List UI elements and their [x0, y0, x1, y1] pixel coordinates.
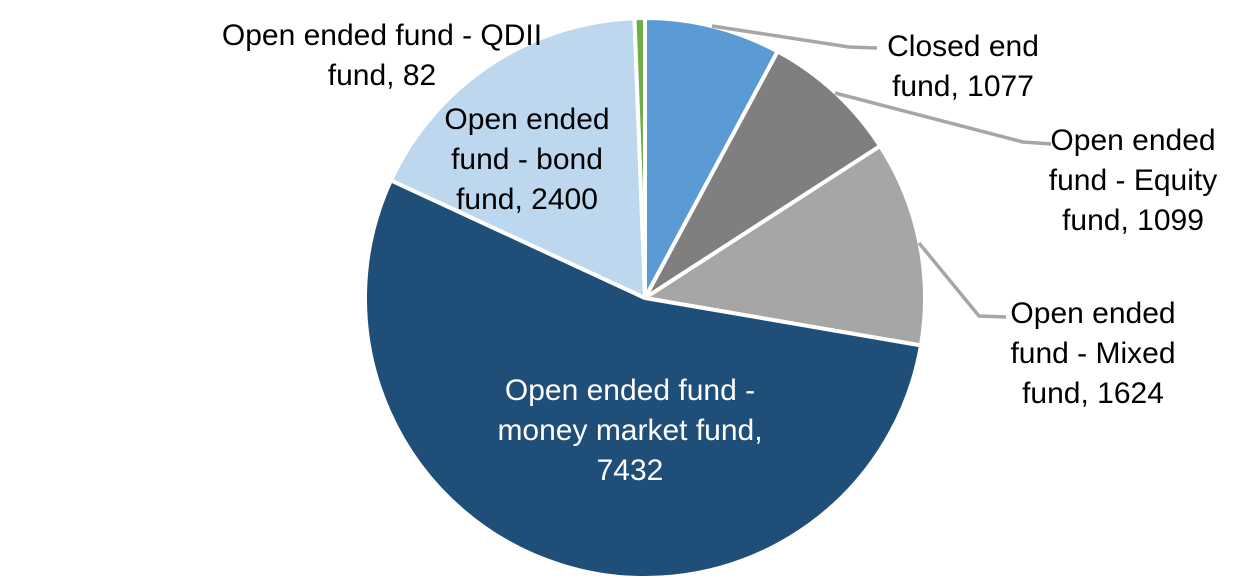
leader-line-closed-end-fund — [711, 24, 878, 50]
label-line: Open ended fund - QDII — [221, 19, 543, 52]
label-line: fund, 1099 — [1062, 204, 1204, 237]
label-line: fund - Mixed — [1010, 337, 1176, 370]
label-line: money market fund, — [497, 414, 763, 447]
label-closed-end-fund: Closed end fund, 1077 — [863, 27, 1063, 107]
pie-slice-open-ended-fund-bond-fund — [388, 16, 647, 300]
label-line: 7432 — [596, 454, 664, 487]
label-line: fund, 1624 — [1022, 377, 1164, 410]
label-line: Open ended — [1050, 124, 1216, 157]
leader-line-open-ended-fund-mixed-fund — [917, 241, 1007, 319]
leader-line-open-ended-fund-equity-fund — [834, 91, 1052, 146]
label-line: fund, 2400 — [456, 183, 598, 216]
pie-slice-open-ended-fund-money-market-fund — [363, 178, 923, 580]
label-line: Open ended — [1010, 297, 1176, 330]
label-line: Open ended — [444, 103, 610, 136]
label-open-ended-fund-qdii: Open ended fund - QDII fund, 82 — [182, 16, 582, 96]
label-open-ended-fund-mixed: Open ended fund - Mixed fund, 1624 — [993, 294, 1193, 414]
label-open-ended-fund-bond: Open ended fund - bond fund, 2400 — [427, 100, 627, 220]
label-open-ended-fund-equity: Open ended fund - Equity fund, 1099 — [1033, 121, 1233, 241]
label-line: Closed end — [887, 30, 1039, 63]
label-open-ended-fund-money-market: Open ended fund - money market fund, 743… — [455, 371, 805, 491]
label-line: fund, 1077 — [892, 70, 1034, 103]
pie-slice-open-ended-fund-mixed-fund — [643, 144, 927, 348]
pie-slice-open-ended-fund-equity-fund — [643, 49, 883, 300]
label-line: fund, 82 — [327, 59, 437, 92]
label-line: fund - bond — [451, 143, 603, 176]
pie-slice-open-ended-fund-qdii-fund — [632, 16, 647, 300]
label-line: fund - Equity — [1048, 164, 1218, 197]
label-line: Open ended fund - — [504, 374, 756, 407]
